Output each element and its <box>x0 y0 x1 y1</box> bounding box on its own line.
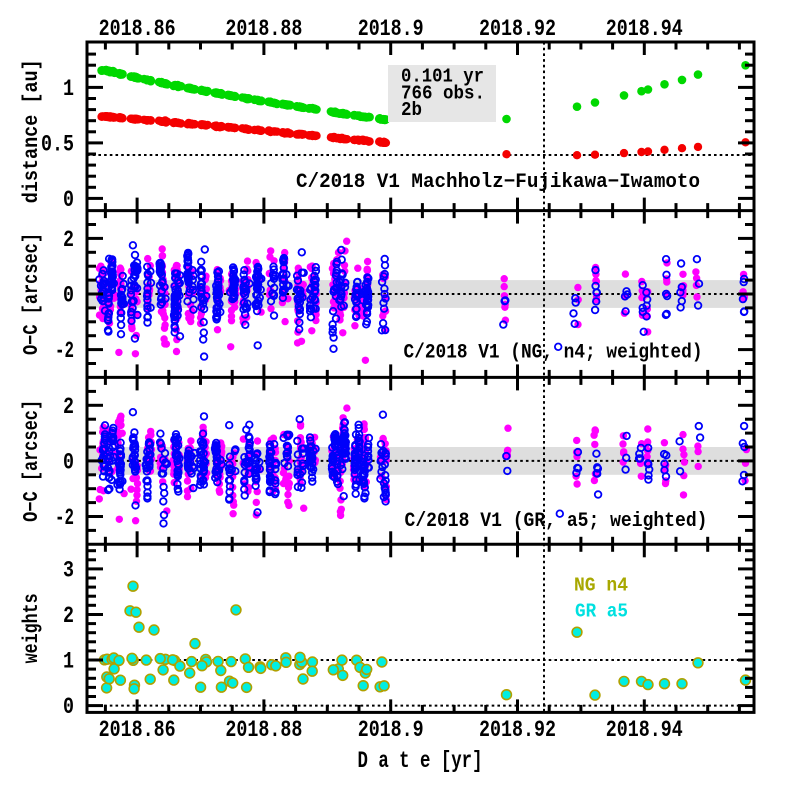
svg-text:2018.94: 2018.94 <box>606 16 683 42</box>
svg-text:1: 1 <box>63 649 74 675</box>
svg-text:C/2018 V1 Machholz−Fujikawa−Iw: C/2018 V1 Machholz−Fujikawa−Iwamoto <box>296 171 700 194</box>
svg-text:weights: weights <box>21 593 44 663</box>
svg-text:1: 1 <box>63 76 74 102</box>
svg-text:2b: 2b <box>401 99 422 121</box>
svg-text:NG n4: NG n4 <box>574 575 628 597</box>
svg-text:0: 0 <box>63 449 74 475</box>
svg-text:-2: -2 <box>55 338 74 364</box>
svg-text:2018.9: 2018.9 <box>358 16 424 42</box>
svg-text:0: 0 <box>63 187 74 213</box>
svg-text:O−C [arcsec]: O−C [arcsec] <box>21 233 44 355</box>
svg-text:2018.86: 2018.86 <box>99 717 176 743</box>
svg-text:O−C [arcsec]: O−C [arcsec] <box>21 400 44 522</box>
svg-text:2018.92: 2018.92 <box>479 16 556 42</box>
svg-text:D a t e [yr]: D a t e [yr] <box>358 748 483 774</box>
svg-text:3: 3 <box>63 557 74 583</box>
svg-text:distance [au]: distance [au] <box>21 59 44 203</box>
svg-text:2: 2 <box>63 603 74 629</box>
svg-text:2018.88: 2018.88 <box>225 16 302 42</box>
svg-text:766 obs.: 766 obs. <box>401 83 485 105</box>
svg-text:0.5: 0.5 <box>41 131 74 157</box>
svg-text:0: 0 <box>63 283 74 309</box>
svg-text:2018.94: 2018.94 <box>606 717 683 743</box>
svg-text:2018.88: 2018.88 <box>225 717 302 743</box>
svg-text:2018.9: 2018.9 <box>358 717 424 743</box>
svg-text:2: 2 <box>63 227 74 253</box>
svg-text:C/2018 V1 (GR, a5; weighted): C/2018 V1 (GR, a5; weighted) <box>405 510 708 533</box>
svg-text:2018.92: 2018.92 <box>479 717 556 743</box>
svg-text:0: 0 <box>63 694 74 720</box>
svg-text:2: 2 <box>63 394 74 420</box>
svg-text:0.101 yr: 0.101 yr <box>401 66 484 88</box>
svg-text:C/2018 V1 (NG, n4; weighted): C/2018 V1 (NG, n4; weighted) <box>404 342 703 365</box>
svg-text:GR a5: GR a5 <box>575 601 628 623</box>
svg-text:2018.86: 2018.86 <box>99 16 176 42</box>
svg-text:-2: -2 <box>55 505 74 531</box>
